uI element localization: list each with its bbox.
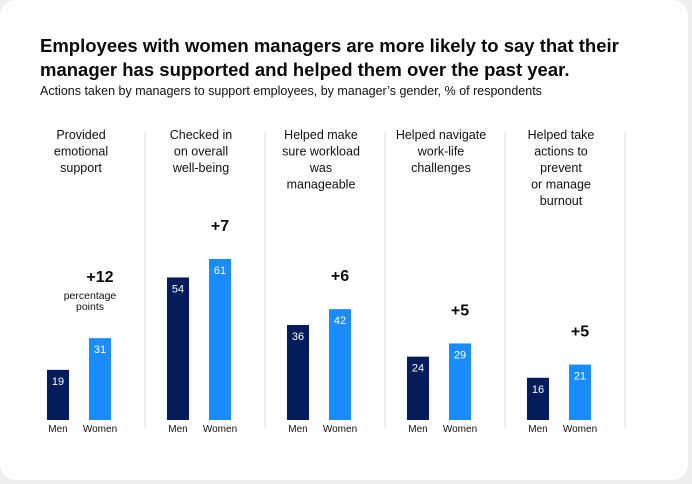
category-label: Provided [56, 128, 105, 142]
difference-label: +5 [451, 302, 469, 319]
bar-women [449, 343, 471, 420]
bar-women [209, 258, 231, 420]
category-label: on overall [174, 145, 228, 159]
category-label: burnout [540, 194, 583, 208]
series-label-women: Women [83, 424, 117, 435]
value-label-women: 42 [334, 315, 346, 327]
chart-subtitle: Actions taken by managers to support emp… [40, 84, 542, 98]
series-label-men: Men [168, 424, 187, 435]
category-label: actions to [534, 145, 588, 159]
difference-note: percentage [64, 290, 117, 302]
category-label: well-being [172, 161, 229, 175]
series-label-men: Men [408, 424, 427, 435]
category-label: Checked in [170, 128, 233, 142]
bar-men [167, 277, 189, 420]
category-label: Helped take [528, 128, 595, 142]
bar-men [47, 369, 69, 420]
category-label: Helped make [284, 128, 358, 142]
value-label-men: 54 [172, 283, 184, 295]
category-label: prevent [540, 161, 582, 175]
value-label-men: 16 [532, 384, 544, 396]
value-label-women: 31 [94, 344, 106, 356]
series-label-women: Women [443, 424, 477, 435]
series-label-women: Women [563, 424, 597, 435]
bar-men [527, 377, 549, 420]
series-label-men: Men [48, 424, 67, 435]
value-label-women: 21 [574, 371, 586, 383]
value-label-women: 61 [214, 265, 226, 277]
bar-women [569, 364, 591, 420]
bar-women [329, 309, 351, 420]
category-label: challenges [411, 161, 471, 175]
category-label: Helped navigate [396, 128, 486, 142]
series-label-men: Men [528, 424, 547, 435]
value-label-women: 29 [454, 349, 466, 361]
value-label-men: 24 [412, 363, 424, 375]
bar-men [287, 324, 309, 420]
chart-title: Employees with women managers are more l… [40, 35, 619, 80]
value-label-men: 19 [52, 376, 64, 388]
category-label: work-life [417, 145, 465, 159]
value-label-men: 36 [292, 331, 304, 343]
category-label: was [309, 161, 332, 175]
category-label: sure workload [282, 145, 360, 159]
series-label-men: Men [288, 424, 307, 435]
difference-label: +6 [331, 268, 349, 285]
difference-label: +5 [571, 324, 589, 341]
series-label-women: Women [323, 424, 357, 435]
series-label-women: Women [203, 424, 237, 435]
category-label: manageable [287, 178, 356, 192]
category-label: support [60, 161, 102, 175]
difference-note: points [76, 301, 104, 313]
category-label: emotional [54, 145, 108, 159]
category-label: or manage [531, 178, 591, 192]
difference-label: +12 [86, 269, 113, 286]
difference-label: +7 [211, 218, 229, 235]
bar-women [89, 338, 111, 420]
bar-men [407, 356, 429, 420]
